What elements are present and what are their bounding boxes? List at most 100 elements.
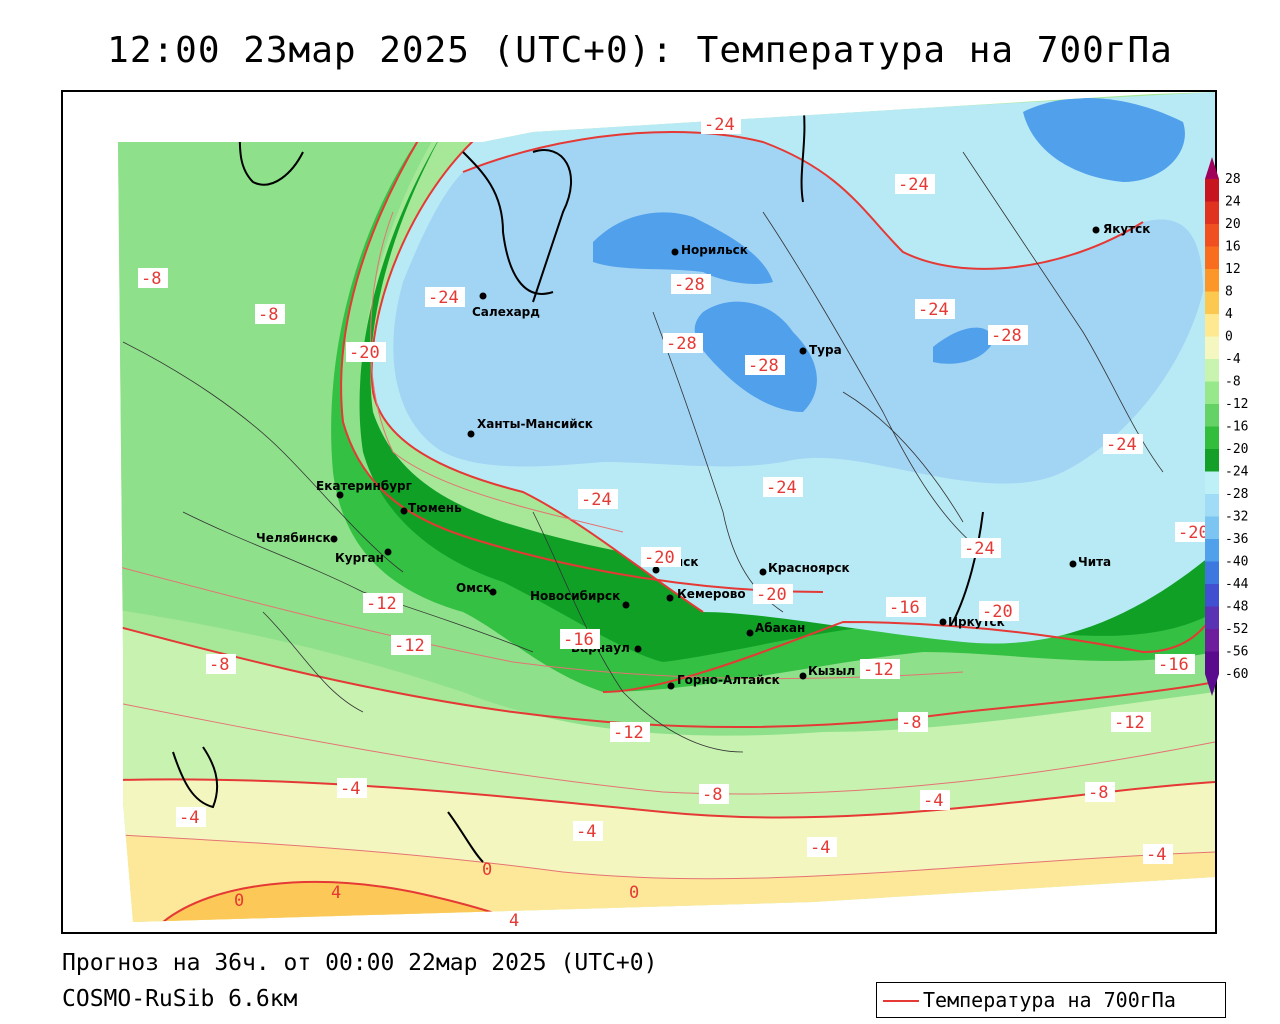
city-dot — [652, 566, 660, 574]
city-abakan: Абакан — [755, 621, 805, 635]
city-dot — [336, 491, 344, 499]
city-norilsk: Норильск — [681, 243, 748, 257]
city-dot — [384, 548, 392, 556]
isotherm-label: -28 — [991, 326, 1022, 346]
isotherm-label: -8 — [901, 713, 921, 733]
colorbar-tick-label: 28 — [1225, 172, 1241, 187]
isotherm-label: -4 — [1146, 845, 1166, 865]
colorbar-cells — [1205, 157, 1219, 696]
colorbar-cell — [1205, 539, 1219, 562]
city-dot — [667, 682, 675, 690]
colorbar-tick-label: -4 — [1225, 352, 1241, 367]
city-omsk: Омск — [456, 581, 491, 595]
isotherm-label: -16 — [563, 630, 594, 650]
map-canvas: Якутск Норильск Салехард Тура Ханты-Манс… — [118, 92, 1215, 931]
colorbar-tick-label: 24 — [1225, 195, 1241, 210]
forecast-info: Прогноз на 36ч. от 00:00 22мар 2025 (UTC… — [62, 950, 658, 976]
model-name: COSMO-RuSib 6.6км — [62, 986, 298, 1012]
city-kyzyl: Кызыл — [808, 664, 855, 678]
colorbar-tick-label: -16 — [1225, 420, 1248, 435]
isotherm-label: -24 — [918, 300, 949, 320]
colorbar-cell — [1205, 201, 1219, 224]
colorbar-cell — [1205, 381, 1219, 404]
isotherm-label: 0 — [482, 860, 492, 880]
city-kurgan: Курган — [335, 551, 384, 565]
city-tura: Тура — [809, 343, 842, 357]
isotherm-label: -20 — [644, 548, 675, 568]
isotherm-label: -24 — [1106, 435, 1137, 455]
colorbar-tick-label: -20 — [1225, 442, 1248, 457]
city-khanty-mansiysk: Ханты-Мансийск — [477, 417, 593, 431]
legend-label: Температура на 700гПа — [923, 988, 1176, 1012]
colorbar-cell — [1205, 449, 1219, 472]
isotherm-label: -8 — [702, 785, 722, 805]
isotherm-label: -28 — [666, 334, 697, 354]
colorbar-cell — [1205, 359, 1219, 382]
isotherm-label: -12 — [613, 723, 644, 743]
isotherm-label: -4 — [179, 808, 199, 828]
light-green-belt — [118, 612, 1215, 818]
isotherm-label: -20 — [349, 343, 380, 363]
isotherm-label: -20 — [756, 585, 787, 605]
isotherm-label: -24 — [704, 115, 735, 135]
city-dot — [330, 535, 338, 543]
thin-isotherms — [118, 211, 1215, 880]
colorbar-top-arrow — [1205, 157, 1219, 179]
city-yakutsk: Якутск — [1103, 222, 1150, 236]
isotherm-label: 0 — [629, 883, 639, 903]
isotherm-label: -12 — [394, 636, 425, 656]
isotherm-label: -16 — [1158, 655, 1189, 675]
medium-green-zone — [118, 92, 1215, 736]
colorbar-cell — [1205, 584, 1219, 607]
isotherm-label: -24 — [581, 490, 612, 510]
isotherm-label: -8 — [209, 655, 229, 675]
city-dot — [666, 594, 674, 602]
map-legend: Температура на 700гПа — [876, 982, 1226, 1018]
colorbar-tick-label: 12 — [1225, 262, 1241, 277]
city-novosibirsk: Новосибирск — [530, 589, 620, 603]
city-dot — [634, 645, 642, 653]
isotherm-label: -12 — [366, 594, 397, 614]
map-title: 12:00 23мар 2025 (UTC+0): Температура на… — [107, 30, 1173, 71]
colorbar-tick-label: 4 — [1225, 307, 1233, 322]
colorbar-bottom-arrow — [1205, 674, 1219, 696]
city-krasnoyarsk: Красноярск — [768, 561, 850, 575]
colorbar-tick-label: -32 — [1225, 510, 1248, 525]
cold-zone-24 — [393, 132, 1203, 484]
isotherm-label: -16 — [889, 598, 920, 618]
city-dot — [400, 507, 408, 515]
colorbar-tick-label: -40 — [1225, 555, 1248, 570]
colorbar-cell — [1205, 404, 1219, 427]
city-kemerovo: Кемерово — [677, 587, 746, 601]
colorbar-tick-label: -44 — [1225, 577, 1249, 592]
city-gorno-altaysk: Горно-Алтайск — [677, 673, 780, 687]
city-chelyabinsk: Челябинск — [256, 531, 331, 545]
temperature-map: Якутск Норильск Салехард Тура Ханты-Манс… — [61, 90, 1217, 934]
colorbar-tick-label: -60 — [1225, 667, 1248, 682]
colorbar-cell — [1205, 224, 1219, 247]
colorbar-tick-label: -24 — [1225, 465, 1249, 480]
city-dot — [622, 601, 630, 609]
isotherm-label: 4 — [331, 883, 341, 903]
cold-cell-east — [933, 327, 993, 364]
isotherm-label: -4 — [576, 822, 596, 842]
isotherm-labels: -24 -24 -24 -24 -28 -28 -28 -28 -24 -20 … — [138, 114, 1215, 931]
city-dot — [799, 347, 807, 355]
isotherm-label: -8 — [258, 305, 278, 325]
legend-line-swatch — [883, 1000, 919, 1002]
isotherm-label: -8 — [141, 269, 161, 289]
city-dot — [1092, 226, 1100, 234]
city-chita: Чита — [1078, 555, 1111, 569]
isotherm-label: -24 — [766, 478, 797, 498]
cold-cell-norilsk — [593, 212, 773, 284]
dark-green-band — [331, 132, 1215, 692]
isotherm-label: -4 — [923, 791, 943, 811]
isotherm-label: -24 — [428, 288, 459, 308]
city-dot — [489, 588, 497, 596]
isotherm-label: -12 — [863, 660, 894, 680]
colorbar-cell — [1205, 651, 1219, 674]
coastlines — [172, 101, 984, 863]
colorbar-tick-label: -8 — [1225, 375, 1241, 390]
isotherm-label: -24 — [964, 539, 995, 559]
city-tyumen: Тюмень — [408, 501, 462, 515]
